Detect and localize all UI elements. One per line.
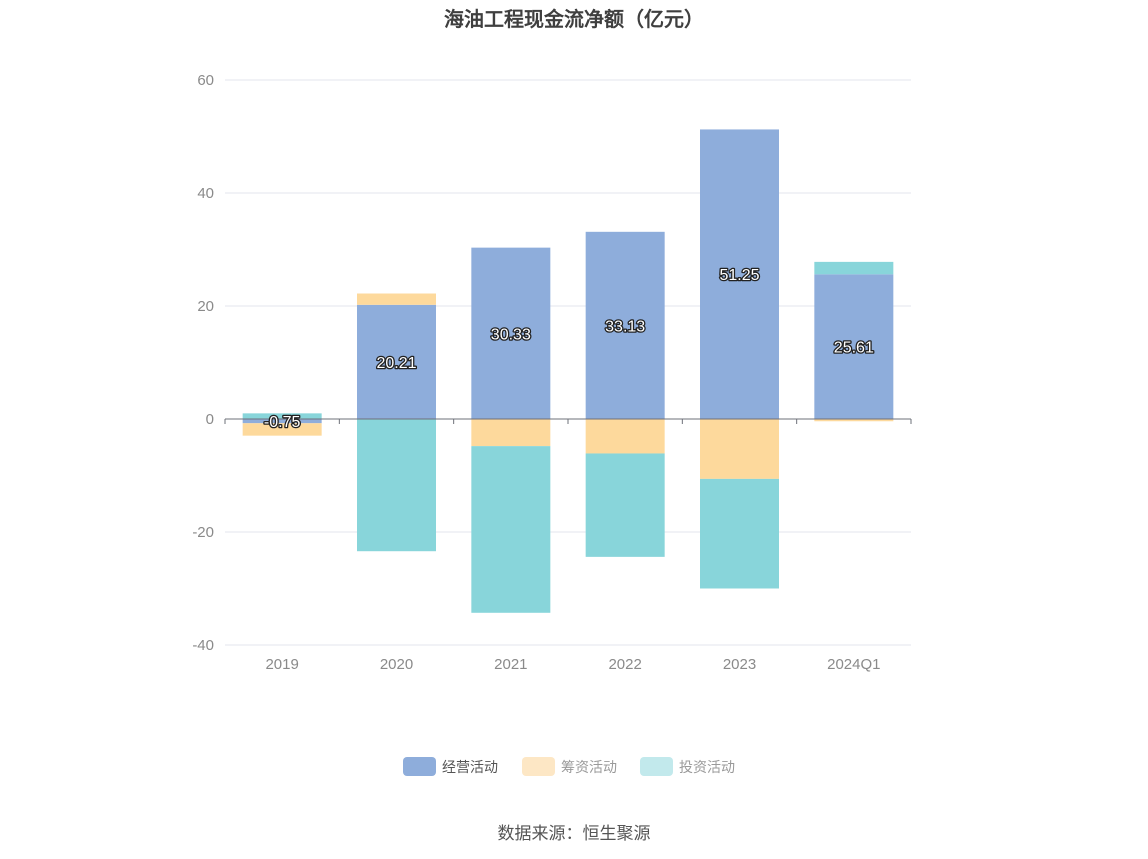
bar-segment (814, 419, 894, 422)
y-tick-label: -20 (192, 524, 214, 541)
data-label: 51.25 (719, 267, 759, 284)
y-tick-label: 0 (206, 411, 214, 428)
x-tick-label: 2022 (608, 656, 641, 673)
bar-segment (357, 293, 436, 305)
y-tick-label: 60 (197, 72, 214, 89)
legend-label: 投资活动 (679, 760, 735, 776)
data-label: 20.21 (376, 355, 416, 372)
x-tick-label: 2021 (494, 656, 527, 673)
bar-segment (242, 419, 322, 424)
legend-swatch (640, 757, 673, 776)
x-tick-label: 2019 (265, 656, 298, 673)
bar-segment (814, 274, 894, 419)
data-label: 33.13 (605, 318, 645, 335)
legend-swatch (403, 757, 436, 776)
x-tick-label: 2020 (380, 656, 413, 673)
bar-segment (242, 413, 322, 419)
bar-segment (585, 453, 665, 557)
bar-segment (585, 419, 665, 454)
data-label: 25.61 (834, 340, 874, 357)
legend-swatch (522, 757, 555, 776)
bar-segment (700, 129, 779, 419)
data-label: 30.33 (491, 326, 531, 343)
bar-segment (585, 231, 665, 419)
bar-segment (471, 446, 551, 613)
grid-layer: 60 40 20 0 -20 -40 (192, 72, 911, 654)
bar-segment (357, 419, 436, 552)
x-tick-label: 2023 (723, 656, 756, 673)
x-axis: 2019 2020 2021 2022 2023 2024Q1 (265, 656, 880, 673)
legend: 经营活动 筹资活动 投资活动 (403, 757, 735, 776)
bar-segment (700, 419, 779, 479)
data-labels: -0.75 20.21 30.33 33.13 51.25 25.61 (263, 266, 876, 432)
bars-layer (242, 129, 894, 613)
x-tick-label: 2024Q1 (827, 656, 880, 673)
y-tick-label: -40 (192, 637, 214, 654)
legend-label: 经营活动 (442, 760, 498, 776)
y-tick-label: 40 (197, 185, 214, 202)
data-label: -0.75 (264, 414, 301, 431)
bar-segment (700, 478, 779, 589)
zero-axis (224, 418, 912, 424)
bar-segment (357, 304, 436, 419)
y-tick-label: 20 (197, 298, 214, 315)
bar-segment (471, 419, 551, 447)
chart-title: 海油工程现金流净额（亿元） (444, 7, 704, 31)
source-note: 数据来源：恒生聚源 (498, 824, 651, 844)
legend-label: 筹资活动 (561, 759, 617, 776)
bar-segment (471, 247, 551, 419)
bar-segment (814, 261, 894, 275)
bar-segment (242, 423, 322, 436)
